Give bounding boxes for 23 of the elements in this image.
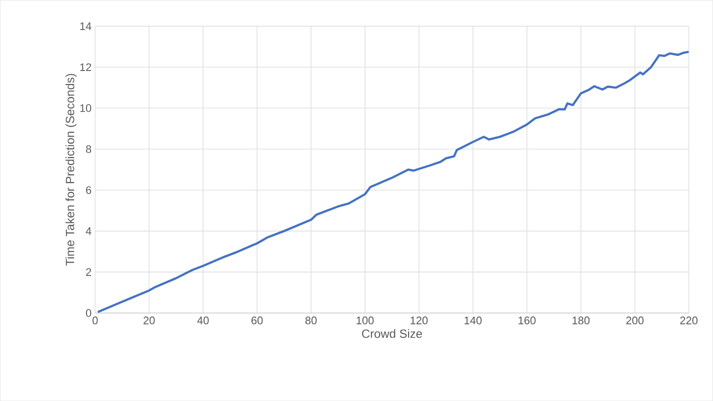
x-tick-label: 160: [518, 316, 536, 324]
y-tick-label: 12: [80, 63, 92, 71]
x-tick-label: 40: [197, 316, 209, 324]
y-tick-label: 14: [80, 22, 92, 30]
x-tick-label: 60: [252, 316, 263, 324]
y-tick-label: 6: [86, 186, 92, 194]
x-tick-label: 220: [680, 316, 698, 324]
y-tick-label: 4: [86, 227, 92, 235]
y-axis-title: Time Taken for Prediction (Seconds): [65, 74, 77, 266]
y-tick-label: 8: [86, 145, 92, 153]
y-tick-label: 2: [86, 268, 92, 276]
x-tick-label: 80: [305, 316, 317, 324]
x-tick-label: 200: [626, 316, 644, 324]
x-tick-label: 20: [144, 316, 155, 324]
x-tick-label: 0: [92, 316, 98, 324]
x-tick-label: 140: [464, 316, 482, 324]
line-series: [96, 50, 689, 313]
y-tick-label: 10: [80, 104, 92, 112]
x-tick-label: 180: [572, 316, 590, 324]
x-tick-label: 120: [410, 316, 428, 324]
y-tick-label: 0: [86, 309, 92, 317]
x-axis-title: Crowd Size: [362, 329, 422, 338]
x-tick-label: 100: [356, 316, 374, 324]
